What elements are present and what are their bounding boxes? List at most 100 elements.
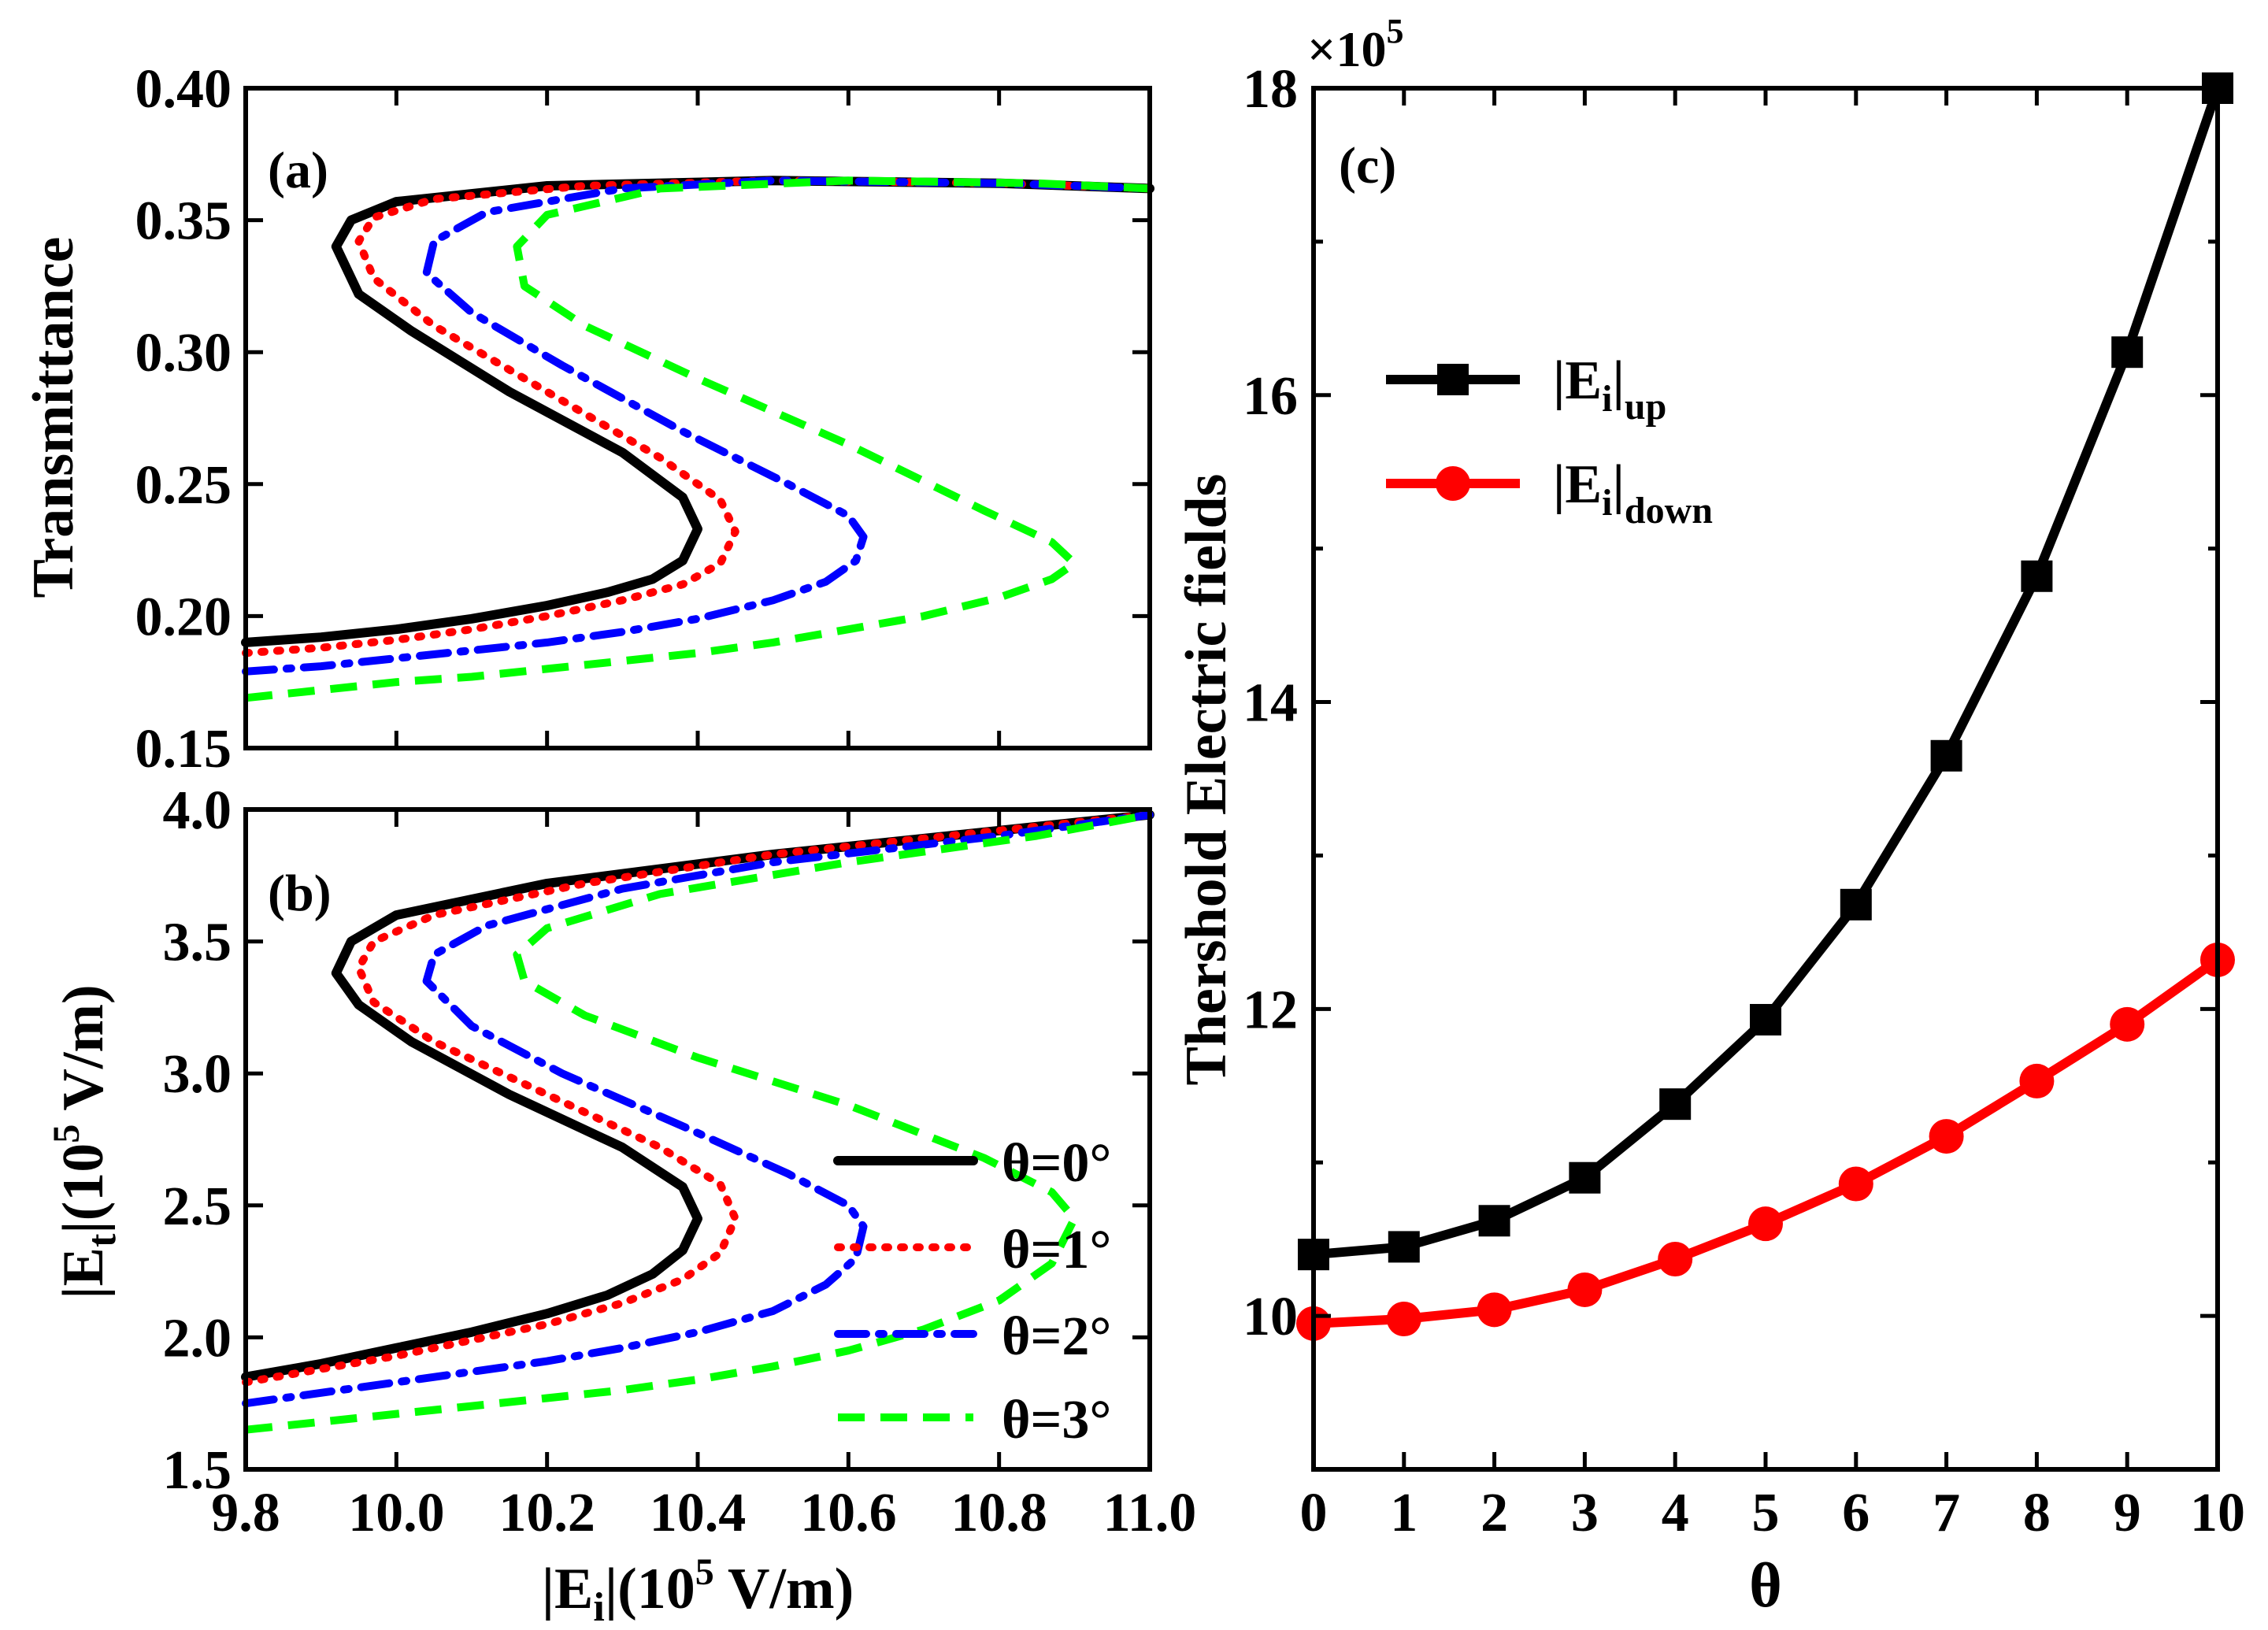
panel-c-series-1-marker-8 [2019,1063,2055,1098]
panel-c-xtick-label-2: 2 [1480,1483,1508,1543]
panel-c-xtick-label-3: 3 [1571,1483,1599,1543]
panel-b-series-1-line [242,810,1154,1387]
panel-b-ytick-label-0: 1.5 [163,1440,232,1501]
x-label-abs-e: |E [542,1557,594,1621]
panel-c-x-ticks: 0 1 2 3 4 5 6 7 8 9 10 [1300,88,2245,1543]
panel-c-series-0-marker-2 [1478,1205,1510,1237]
panel-b-series-3-line [245,810,1151,1434]
panel-b-series-0-line [241,809,1154,1382]
panel-c-series-1-marker-5 [1748,1206,1783,1242]
panel-c-xtick-label-6: 6 [1842,1483,1870,1543]
legend-c-label-sub-1: i [1602,482,1612,524]
y-label-abs-e: |E [51,1247,116,1299]
panel-c-x-axis-label: θ [1749,1551,1782,1621]
x-label-sub: i [593,1585,604,1630]
panel-b-ytick-label-5: 4.0 [163,780,232,841]
panel-c-xtick-label-5: 5 [1752,1483,1780,1543]
panel-c-series-0-line [1313,87,2222,1260]
panel-c-series-0-marker-6 [1840,888,1872,921]
panel-c-multiplier: ×105 [1307,12,1403,77]
panel-b-ytick-label-4: 3.5 [163,913,232,973]
panel-c-ytick-label-4: 18 [1243,59,1298,120]
panel-c-series-0-marker-9 [2111,336,2144,369]
panel-a-series-2-line [242,176,1154,676]
legend-b-label-0: θ=0° [1002,1133,1111,1194]
panel-c-y-axis-label: Thershold Electric fields [1174,474,1239,1086]
panel-b-y-ticks: 1.5 2.0 2.5 3.0 3.5 4.0 [163,780,1150,1501]
panel-c-series-1-marker-1 [1386,1302,1421,1337]
panel-b-label: (b) [268,865,332,922]
y-label-units-open: |(10 [51,1143,116,1234]
y-label-exp: 5 [46,1124,87,1143]
panel-b: (b) 1.5 2.0 2.5 3.0 3.5 4.0 9.8 10.0 10.2 10.4 10… [46,780,1196,1630]
panel-b-y-axis-label: |Et|(105 V/m) [46,984,124,1298]
legend-c-label-bar-0: | [1612,350,1624,411]
panel-c-ytick-label-0: 10 [1243,1287,1298,1347]
panel-b-series-2-line [242,810,1154,1408]
panel-c-series-0-marker-7 [1930,739,1962,772]
panel-b-x-axis-label: |Ei|(105 V/m) [542,1551,854,1630]
panel-c-series-1-marker-7 [1929,1119,1964,1154]
panel-c-frame [1311,86,2220,1472]
panel-c-xtick-label-4: 4 [1662,1483,1689,1543]
panel-b-xtick-label-5: 10.8 [951,1483,1047,1543]
panel-a-plot-area [241,176,1154,702]
legend-c-label-1: |Ei|down [1553,454,1713,532]
legend-c-label-0: |Ei|up [1553,350,1666,428]
panel-a-y-axis-label: Transmittance [21,237,86,598]
panel-c-series-1-marker-4 [1658,1242,1693,1277]
panel-a-label: (a) [268,142,328,199]
panel-c-xtick-label-8: 8 [2023,1483,2051,1543]
multiplier-exp: 5 [1386,12,1403,50]
panel-a-ytick-label-1: 0.20 [135,587,232,647]
legend-b-label-3: θ=3° [1002,1390,1111,1450]
panel-b-xtick-label-1: 10.0 [348,1483,445,1543]
panel-c-xtick-label-7: 7 [1933,1483,1960,1543]
multiplier-base: ×10 [1307,21,1386,77]
panel-c-y-ticks: 10 12 14 16 18 [1243,59,2218,1472]
legend-c-label-sub-0: i [1602,378,1612,420]
panel-c-series-1-marker-6 [1838,1166,1873,1202]
panel-c-series-1-marker-2 [1477,1292,1512,1328]
panel-c-series-0-marker-4 [1659,1088,1692,1121]
legend-c-label-sub2-1: down [1625,490,1713,532]
panel-c-plot-area [1296,72,2235,1341]
panel-c-xtick-label-9: 9 [2114,1483,2141,1543]
legend-c-label-sub2-0: up [1625,386,1666,428]
y-label-unit: V/m) [51,984,116,1124]
y-label-sub: t [80,1233,124,1247]
panel-b-ytick-label-3: 3.0 [163,1044,232,1105]
panel-c-series-0-marker-8 [2021,560,2053,592]
panel-b-legend: θ=0° θ=1° θ=2° θ=3° [833,1133,1111,1450]
legend-c-label-bar-1: | [1612,454,1624,515]
panel-a-ytick-label-3: 0.30 [135,323,232,383]
panel-b-x-ticks: 9.8 10.0 10.2 10.4 10.6 10.8 11.0 [211,809,1196,1543]
legend-b-label-1: θ=1° [1002,1220,1111,1280]
panel-a-ytick-label-2: 0.25 [135,455,232,516]
panel-b-xtick-label-4: 10.6 [800,1483,897,1543]
panel-c-xtick-label-10: 10 [2190,1483,2245,1543]
x-label-unit: V/m) [714,1557,854,1621]
panel-b-ytick-label-1: 2.0 [163,1308,232,1369]
x-label-units-open: |(10 [605,1557,695,1621]
panel-b-ytick-label-2: 2.5 [163,1176,232,1237]
panel-c-xtick-label-0: 0 [1300,1483,1328,1543]
panel-c-ytick-label-1: 12 [1243,980,1298,1040]
panel-a-y-ticks: 0.15 0.20 0.25 0.30 0.35 0.40 [135,59,1152,780]
panel-c-label: (c) [1339,137,1396,194]
panel-a-ytick-label-0: 0.15 [135,719,232,780]
legend-c-label-main-1: |E [1553,454,1602,515]
panel-c-ytick-label-3: 16 [1243,366,1298,427]
panel-c-series-1-marker-9 [2110,1006,2145,1042]
panel-c-legend: |Ei|up|Ei|down [1386,350,1713,532]
panel-c-series-0-marker-3 [1569,1161,1601,1194]
panel-c-xtick-label-1: 1 [1390,1483,1418,1543]
panel-a-series-3-line [245,176,1151,702]
panel-b-xtick-label-2: 10.2 [498,1483,595,1543]
legend-c-marker-0 [1437,364,1469,395]
legend-c-marker-1 [1436,466,1470,501]
panel-b-plot-area [241,809,1154,1434]
panel-a-ytick-label-5: 0.40 [135,59,232,120]
x-label-exp: 5 [695,1551,714,1593]
